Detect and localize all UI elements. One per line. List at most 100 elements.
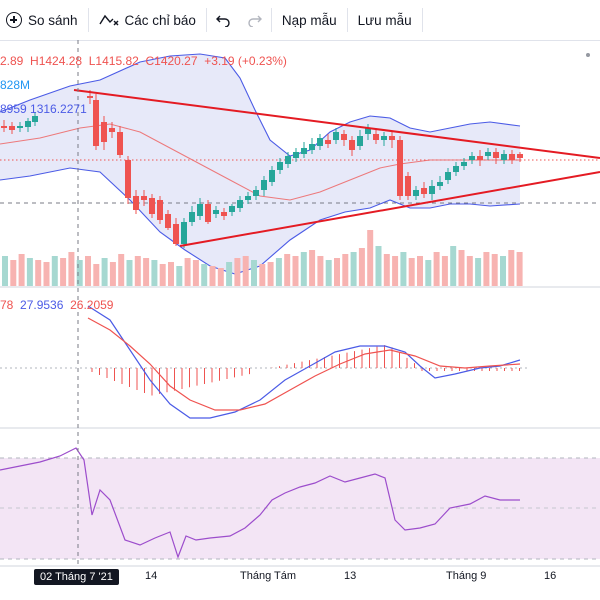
save-template-button[interactable]: Lưu mẫu — [348, 0, 422, 40]
time-tick: 16 — [544, 570, 557, 582]
macd-value-b: 27.9536 — [20, 298, 64, 312]
candle-body — [373, 134, 379, 140]
candle-body — [205, 204, 211, 222]
load-template-button[interactable]: Nạp mẫu — [272, 0, 347, 40]
candle-body — [365, 128, 371, 134]
volume-bar — [26, 258, 33, 286]
toolbar-separator — [205, 8, 207, 32]
volume-bar — [68, 252, 75, 286]
volume-bar — [500, 256, 506, 286]
bollinger-legend: 8959 1316.2271 — [0, 102, 87, 116]
candle-body — [133, 196, 139, 210]
candle-body — [301, 148, 307, 154]
volume-bar — [2, 256, 8, 286]
volume-bar — [60, 258, 67, 286]
volume-bar — [300, 252, 307, 286]
candle-body — [421, 188, 427, 194]
candlesticks — [1, 90, 523, 248]
volume-bar — [284, 254, 291, 286]
undo-button[interactable] — [207, 0, 239, 40]
redo-icon — [248, 15, 262, 27]
candle-body — [469, 156, 475, 160]
candle-body — [32, 116, 38, 122]
redo-button[interactable] — [239, 0, 271, 40]
volume-bar — [134, 256, 141, 286]
volume-bar — [192, 260, 199, 286]
volume-bar — [475, 258, 482, 286]
undo-icon — [215, 15, 230, 27]
candle-body — [197, 204, 203, 216]
candle-body — [117, 132, 123, 155]
upper-trendline[interactable] — [73, 89, 600, 159]
candle-body — [341, 134, 347, 140]
candle-body — [293, 152, 299, 158]
volume-bar — [458, 250, 465, 286]
volume-bar — [275, 258, 282, 286]
candle-body — [445, 172, 451, 180]
compare-button[interactable]: So sánh — [0, 0, 88, 40]
volume-bar — [217, 268, 224, 286]
ohlc-close: C1420.27 — [145, 54, 198, 68]
compare-label: So sánh — [28, 12, 78, 28]
more-options-icon[interactable] — [586, 53, 590, 57]
candle-body — [325, 140, 331, 144]
volume-bar — [168, 262, 174, 286]
candle-body — [317, 138, 323, 146]
volume-bar — [35, 260, 42, 286]
candle-body — [245, 196, 251, 200]
candle-body — [181, 222, 187, 244]
lower-trendline[interactable] — [179, 171, 600, 247]
rsi-line — [0, 447, 520, 559]
bollinger-lower-line — [0, 167, 521, 275]
volume-bar — [417, 256, 423, 286]
volume-bar — [441, 256, 448, 286]
volume-bar — [392, 256, 399, 286]
candle-body — [397, 140, 403, 196]
ohlc-open: 2.89 — [0, 54, 24, 68]
volume-bar — [358, 248, 365, 286]
chart-toolbar: So sánh Các chỉ báo Nạp mẫu Lưu mẫu — [0, 0, 600, 41]
volume-bar — [242, 256, 249, 286]
volume-bar — [259, 264, 266, 286]
volume-bar — [234, 258, 241, 286]
candle-body — [493, 152, 499, 158]
save-template-label: Lưu mẫu — [357, 12, 412, 28]
candle-body — [309, 144, 315, 150]
volume-bar — [118, 254, 125, 286]
volume-bar — [483, 252, 490, 286]
volume-bar — [159, 264, 166, 286]
candle-body — [157, 200, 163, 220]
candle-body — [109, 128, 115, 132]
crosshair-date-badge: 02 Tháng 7 '21 — [34, 569, 119, 585]
candle-body — [357, 136, 363, 146]
time-tick: 14 — [145, 570, 158, 582]
volume-bar — [10, 260, 17, 286]
macd-value-a: 78 — [0, 298, 14, 312]
candle-body — [285, 156, 291, 164]
candle-body — [517, 154, 523, 158]
volume-bar — [226, 262, 233, 286]
volume-bar — [176, 266, 183, 286]
candle-body — [213, 210, 219, 214]
indicators-button[interactable]: Các chỉ báo — [89, 0, 206, 40]
candle-body — [429, 186, 435, 194]
volume-bar — [51, 256, 58, 286]
ohlc-high: H1424.28 — [30, 54, 83, 68]
volume-bar — [151, 260, 158, 286]
volume-bar — [450, 246, 457, 286]
candle-body — [149, 198, 155, 214]
volume-bar — [433, 252, 440, 286]
volume-bar — [251, 260, 257, 286]
ohlc-change: +3.19 (+0.23%) — [204, 54, 287, 68]
time-tick: Tháng 9 — [446, 570, 487, 582]
toolbar-separator — [346, 8, 348, 32]
ohlc-low: L1415.82 — [88, 54, 139, 68]
volume-bar — [367, 230, 374, 286]
ohlc-legend: 2.89 H1424.28 L1415.82 C1420.27 +3.19 (+… — [0, 54, 287, 68]
candle-body — [269, 170, 275, 182]
candle-body — [189, 212, 195, 222]
candle-body — [253, 190, 259, 196]
volume-bar — [209, 266, 216, 286]
candle-body — [141, 196, 147, 200]
